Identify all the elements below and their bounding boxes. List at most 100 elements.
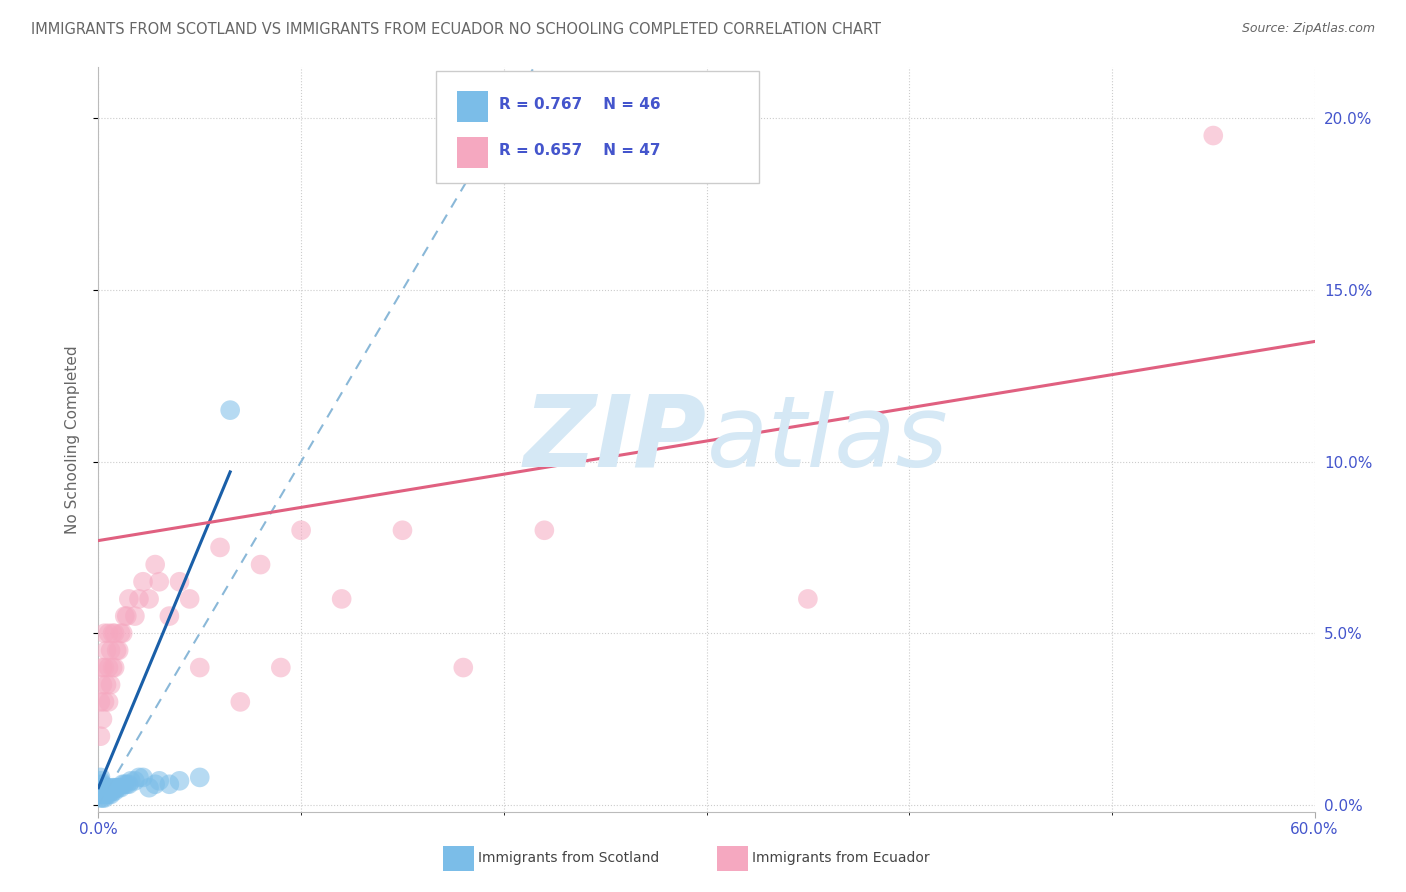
Point xyxy=(209,541,232,555)
Point xyxy=(157,777,180,791)
Point xyxy=(104,660,127,674)
Point xyxy=(105,780,128,795)
Point xyxy=(453,660,475,674)
Point xyxy=(391,523,413,537)
Text: IMMIGRANTS FROM SCOTLAND VS IMMIGRANTS FROM ECUADOR NO SCHOOLING COMPLETED CORRE: IMMIGRANTS FROM SCOTLAND VS IMMIGRANTS F… xyxy=(31,22,882,37)
Point xyxy=(104,784,127,798)
Point xyxy=(124,609,146,624)
Point xyxy=(96,784,118,798)
Point xyxy=(91,712,114,726)
Point xyxy=(105,643,128,657)
Point xyxy=(111,777,134,791)
Point xyxy=(93,660,115,674)
Point xyxy=(100,643,122,657)
Point xyxy=(143,777,166,791)
Point xyxy=(120,773,142,788)
Point xyxy=(93,695,115,709)
Point xyxy=(148,773,170,788)
Point xyxy=(96,643,118,657)
Point xyxy=(91,660,114,674)
Point xyxy=(93,788,115,802)
Point xyxy=(91,784,114,798)
Point xyxy=(96,678,118,692)
Point xyxy=(97,788,120,802)
Point xyxy=(157,609,180,624)
Point xyxy=(89,729,111,743)
Point xyxy=(290,523,312,537)
Text: atlas: atlas xyxy=(707,391,948,488)
Point xyxy=(188,771,211,785)
Point xyxy=(270,660,292,674)
Point xyxy=(101,626,124,640)
Point xyxy=(111,626,134,640)
Point xyxy=(110,626,132,640)
Point xyxy=(89,773,111,788)
Point xyxy=(93,780,115,795)
Point xyxy=(107,780,129,795)
Point xyxy=(128,771,150,785)
Point xyxy=(97,784,120,798)
Point xyxy=(93,784,115,798)
Text: R = 0.657    N = 47: R = 0.657 N = 47 xyxy=(499,144,661,158)
Point xyxy=(100,678,122,692)
Point xyxy=(169,773,191,788)
Point xyxy=(229,695,252,709)
Point xyxy=(89,791,111,805)
Point xyxy=(91,788,114,802)
Text: R = 0.767    N = 46: R = 0.767 N = 46 xyxy=(499,97,661,112)
Point xyxy=(115,777,138,791)
Point xyxy=(100,788,122,802)
Point xyxy=(110,780,132,795)
Point xyxy=(118,777,141,791)
Y-axis label: No Schooling Completed: No Schooling Completed xyxy=(65,345,80,533)
Point xyxy=(118,591,141,606)
Point xyxy=(219,403,242,417)
Point xyxy=(96,780,118,795)
Text: Immigrants from Ecuador: Immigrants from Ecuador xyxy=(752,851,929,865)
Point xyxy=(114,777,136,791)
Point xyxy=(115,609,138,624)
Point xyxy=(138,591,160,606)
Point xyxy=(101,784,124,798)
Point xyxy=(89,788,111,802)
Point xyxy=(93,791,115,805)
Point xyxy=(179,591,201,606)
Text: Immigrants from Scotland: Immigrants from Scotland xyxy=(478,851,659,865)
Point xyxy=(188,660,211,674)
Point xyxy=(89,777,111,791)
Point xyxy=(100,784,122,798)
Point xyxy=(107,643,129,657)
Text: ZIP: ZIP xyxy=(523,391,707,488)
Point xyxy=(91,678,114,692)
Point xyxy=(138,780,160,795)
Point xyxy=(89,771,111,785)
Point xyxy=(132,574,155,589)
Point xyxy=(104,780,127,795)
Point xyxy=(97,626,120,640)
Point xyxy=(93,626,115,640)
Point xyxy=(101,780,124,795)
Point xyxy=(97,780,120,795)
Point xyxy=(114,609,136,624)
Point xyxy=(128,591,150,606)
Point xyxy=(97,660,120,674)
Point xyxy=(143,558,166,572)
Point xyxy=(101,660,124,674)
Point xyxy=(249,558,271,572)
Point xyxy=(124,773,146,788)
Text: Source: ZipAtlas.com: Source: ZipAtlas.com xyxy=(1241,22,1375,36)
Point xyxy=(1202,128,1225,143)
Point xyxy=(104,626,127,640)
Point xyxy=(89,784,111,798)
Point xyxy=(89,695,111,709)
Point xyxy=(91,780,114,795)
Point xyxy=(132,771,155,785)
Point xyxy=(91,791,114,805)
Point xyxy=(89,780,111,795)
Point xyxy=(330,591,353,606)
Point xyxy=(797,591,820,606)
Point xyxy=(91,777,114,791)
Point xyxy=(96,788,118,802)
Point xyxy=(97,695,120,709)
Point xyxy=(169,574,191,589)
